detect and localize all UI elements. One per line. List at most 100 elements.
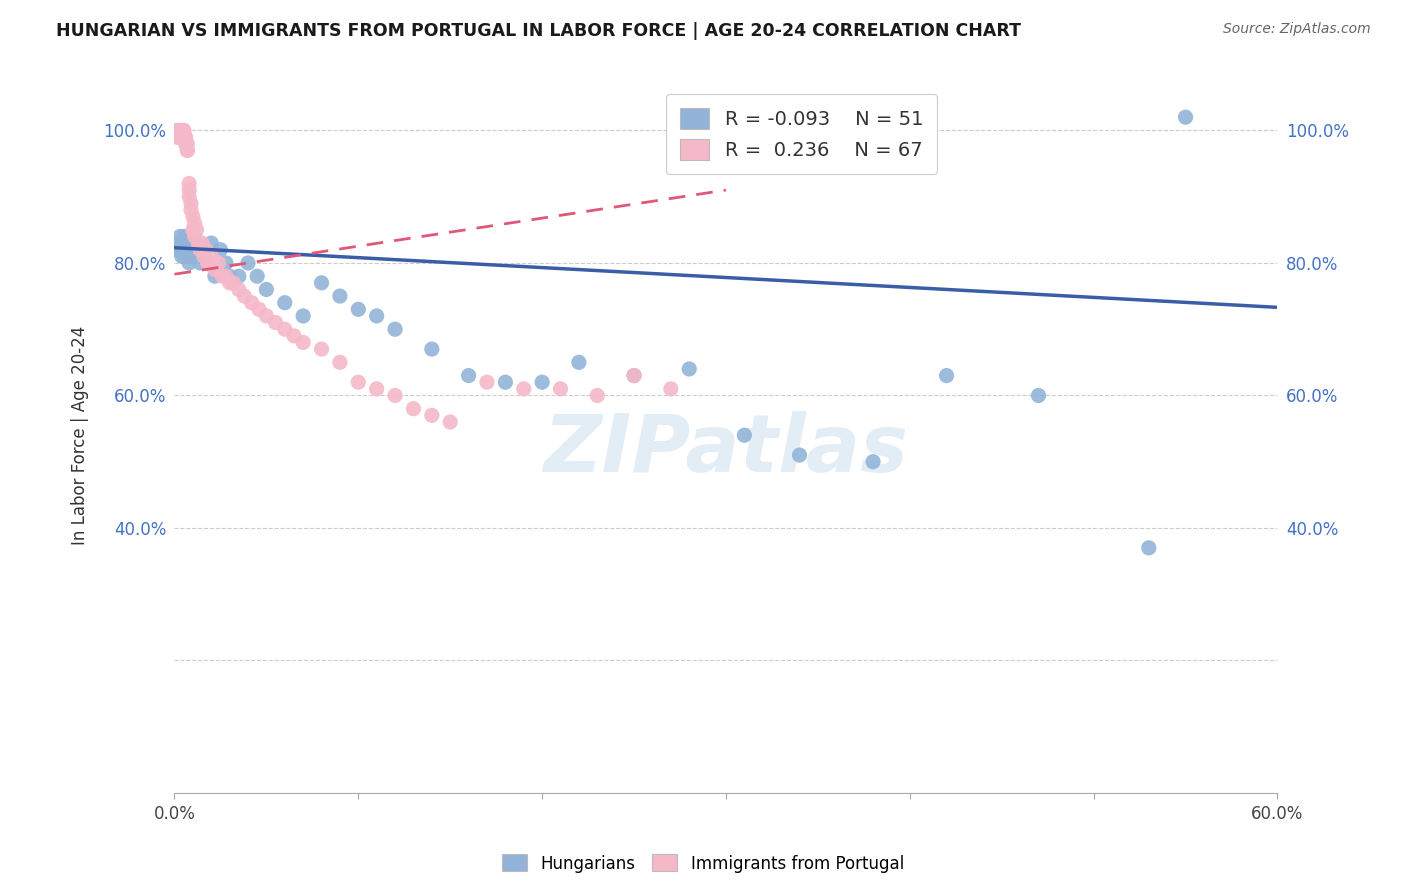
Point: [170, 123, 193, 137]
Point: [194, 243, 217, 257]
Point: [176, 136, 198, 151]
Point: [183, 229, 205, 244]
Point: [197, 256, 219, 270]
Point: [181, 249, 204, 263]
Point: [193, 249, 215, 263]
Point: [254, 282, 277, 296]
Point: [623, 368, 645, 383]
Point: [173, 123, 195, 137]
Point: [193, 249, 215, 263]
Point: [181, 223, 204, 237]
Point: [586, 388, 609, 402]
Point: [179, 190, 201, 204]
Point: [173, 130, 195, 145]
Point: [169, 229, 191, 244]
Point: [347, 302, 370, 317]
Point: [211, 269, 233, 284]
Point: [187, 236, 209, 251]
Point: [167, 123, 190, 137]
Point: [513, 382, 536, 396]
Point: [274, 295, 297, 310]
Point: [862, 455, 884, 469]
Point: [180, 236, 202, 251]
Point: [457, 368, 479, 383]
Point: [366, 382, 388, 396]
Point: [173, 243, 195, 257]
Point: [568, 355, 591, 369]
Point: [179, 256, 201, 270]
Point: [176, 144, 198, 158]
Point: [1028, 388, 1050, 402]
Point: [167, 130, 190, 145]
Point: [167, 236, 190, 251]
Point: [170, 249, 193, 263]
Point: [246, 269, 269, 284]
Point: [191, 243, 214, 257]
Legend: Hungarians, Immigrants from Portugal: Hungarians, Immigrants from Portugal: [495, 847, 911, 880]
Y-axis label: In Labor Force | Age 20-24: In Labor Force | Age 20-24: [72, 326, 89, 545]
Point: [311, 276, 333, 290]
Point: [200, 249, 222, 263]
Point: [204, 269, 226, 284]
Point: [170, 130, 193, 145]
Point: [207, 256, 229, 270]
Point: [228, 269, 250, 284]
Point: [215, 269, 238, 284]
Point: [233, 289, 256, 303]
Point: [188, 256, 211, 270]
Point: [420, 409, 443, 423]
Point: [264, 316, 287, 330]
Point: [218, 269, 240, 284]
Point: [678, 362, 700, 376]
Point: [174, 236, 197, 251]
Point: [188, 243, 211, 257]
Point: [179, 177, 201, 191]
Point: [254, 309, 277, 323]
Point: [191, 236, 214, 251]
Point: [176, 243, 198, 257]
Point: [733, 428, 755, 442]
Point: [174, 136, 197, 151]
Point: [402, 401, 425, 416]
Point: [169, 123, 191, 137]
Point: [197, 256, 219, 270]
Point: [200, 236, 222, 251]
Point: [494, 375, 516, 389]
Point: [169, 130, 191, 145]
Point: [180, 202, 202, 217]
Point: [186, 223, 208, 237]
Legend: R = -0.093    N = 51, R =  0.236    N = 67: R = -0.093 N = 51, R = 0.236 N = 67: [666, 95, 936, 174]
Point: [180, 196, 202, 211]
Point: [475, 375, 498, 389]
Point: [236, 256, 259, 270]
Point: [183, 216, 205, 230]
Point: [329, 355, 352, 369]
Point: [198, 256, 221, 270]
Point: [366, 309, 388, 323]
Point: [167, 123, 190, 137]
Text: Source: ZipAtlas.com: Source: ZipAtlas.com: [1223, 22, 1371, 37]
Point: [292, 335, 315, 350]
Point: [165, 123, 187, 137]
Point: [176, 144, 198, 158]
Point: [179, 183, 201, 197]
Point: [181, 210, 204, 224]
Point: [165, 130, 187, 145]
Text: ZIPatlas: ZIPatlas: [544, 410, 908, 489]
Point: [531, 375, 554, 389]
Point: [274, 322, 297, 336]
Point: [292, 309, 315, 323]
Point: [165, 243, 187, 257]
Point: [218, 276, 240, 290]
Point: [204, 262, 226, 277]
Point: [240, 295, 263, 310]
Point: [173, 130, 195, 145]
Point: [384, 322, 406, 336]
Point: [228, 282, 250, 296]
Point: [183, 229, 205, 244]
Point: [347, 375, 370, 389]
Point: [174, 249, 197, 263]
Point: [174, 130, 197, 145]
Point: [384, 388, 406, 402]
Point: [1174, 110, 1197, 124]
